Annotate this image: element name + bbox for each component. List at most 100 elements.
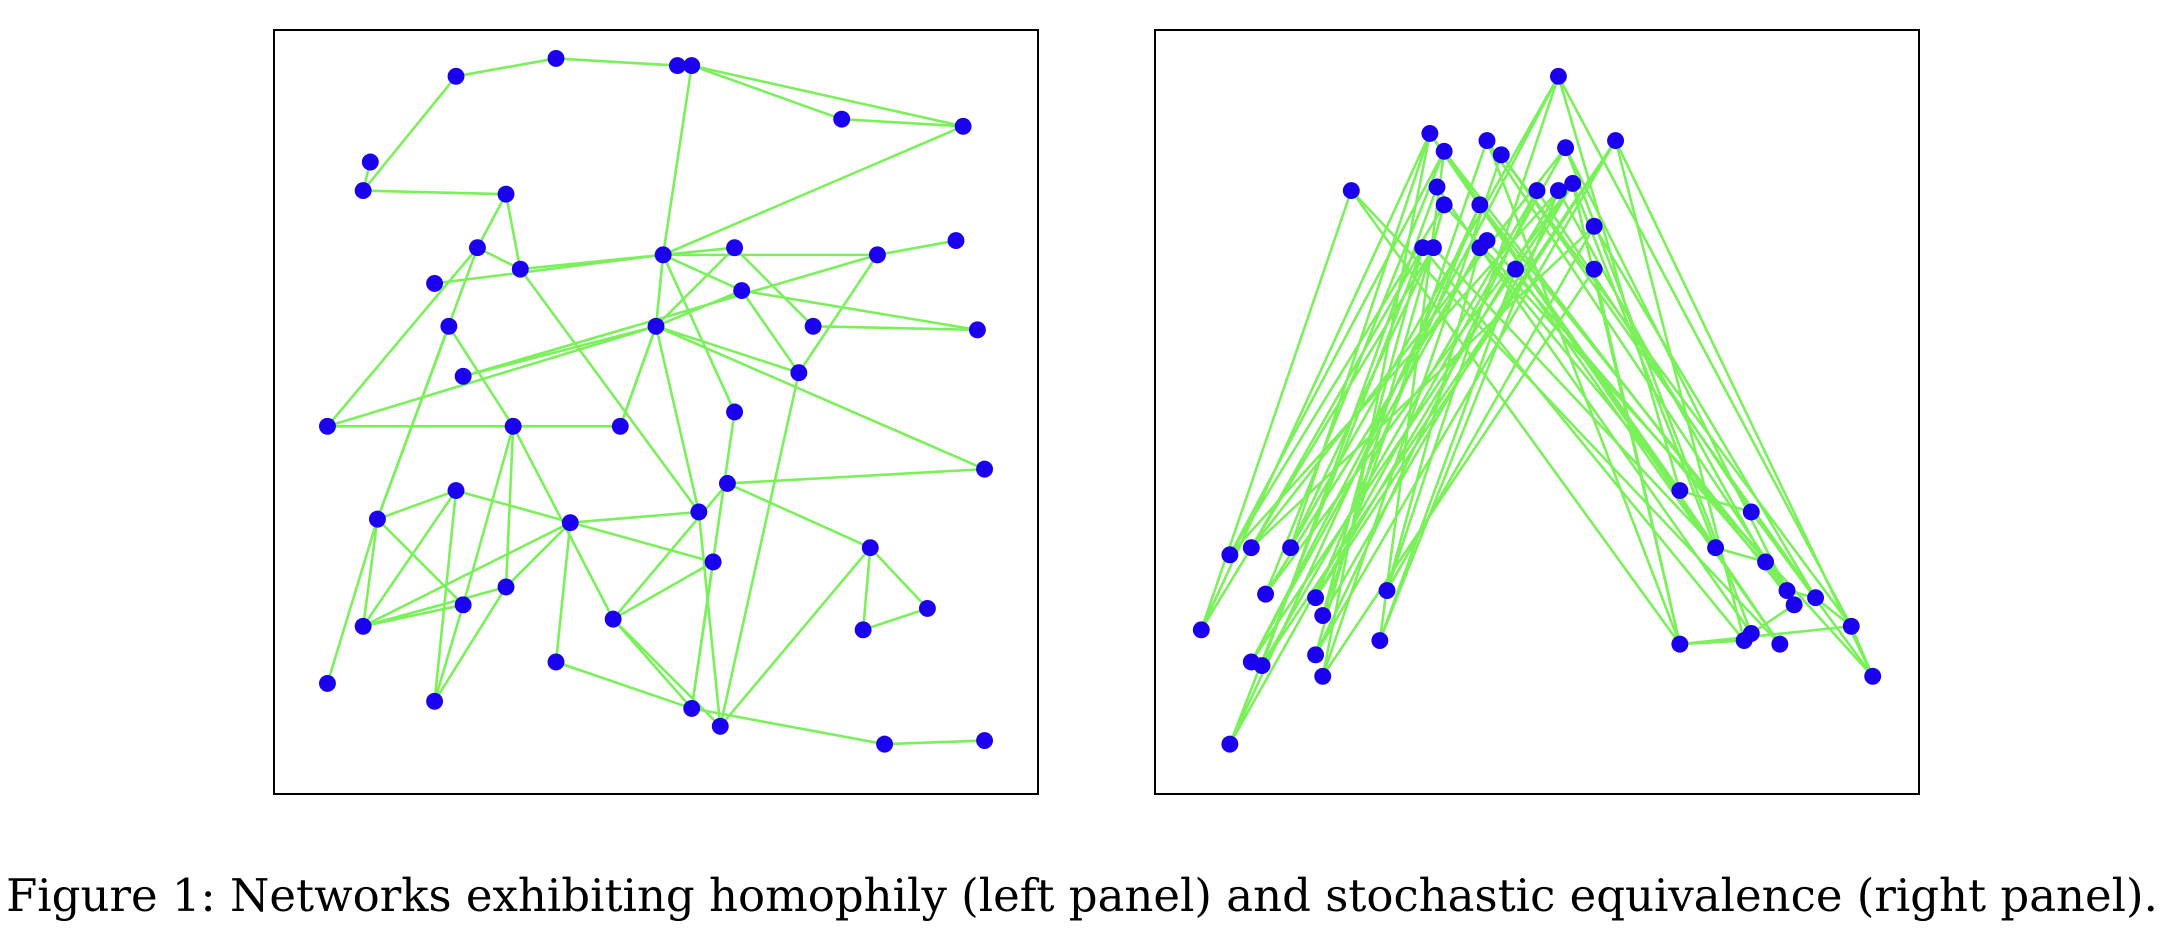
right-node-12	[1549, 182, 1567, 200]
left-node-25	[611, 417, 629, 435]
right-node-37	[1742, 503, 1760, 521]
left-node-40	[854, 621, 872, 639]
left-edge-2	[362, 75, 458, 192]
right-node-3	[1478, 132, 1496, 150]
right-network-plot	[1192, 67, 1882, 753]
left-edge-50	[433, 490, 458, 702]
left-edge-32	[654, 325, 701, 513]
left-edge-66	[697, 511, 722, 727]
left-node-28	[447, 482, 465, 500]
right-edge-27	[1321, 154, 1503, 677]
left-edge-13	[662, 125, 964, 257]
right-edge-80	[1850, 625, 1874, 677]
right-edge-41	[1228, 204, 1482, 745]
left-node-35	[497, 578, 515, 596]
right-edge-78	[1750, 603, 1795, 635]
right-edge-26	[1321, 268, 1596, 677]
right-node-2	[1435, 142, 1453, 160]
right-node-16	[1424, 239, 1442, 257]
right-node-29	[1371, 632, 1389, 650]
right-node-13	[1564, 174, 1582, 192]
right-node-45	[1771, 635, 1789, 653]
right-edge-23	[1385, 247, 1482, 591]
right-node-26	[1314, 607, 1332, 625]
left-edge-40	[447, 325, 515, 427]
right-node-33	[1314, 667, 1332, 685]
left-node-37	[604, 610, 622, 628]
left-edge-74	[884, 739, 985, 746]
left-edge-47	[362, 585, 507, 628]
left-node-17	[440, 317, 458, 335]
left-edge-60	[690, 561, 715, 709]
left-node-21	[454, 367, 472, 385]
left-edge-62	[727, 467, 985, 485]
right-node-11	[1528, 182, 1546, 200]
left-node-15	[947, 232, 965, 250]
right-node-34	[1221, 735, 1239, 753]
right-edge-43	[1557, 75, 1853, 627]
left-edge-71	[862, 607, 928, 632]
left-edge-48	[433, 586, 508, 702]
left-edge-33	[655, 325, 986, 471]
left-edge-22	[662, 253, 743, 292]
left-node-11	[426, 274, 444, 292]
left-node-30	[690, 503, 708, 521]
right-node-35	[1671, 482, 1689, 500]
left-node-10	[511, 260, 529, 278]
left-node-45	[711, 717, 729, 735]
left-node-7	[354, 182, 372, 200]
right-node-8	[1428, 178, 1446, 196]
left-edge-31	[327, 325, 657, 428]
left-node-3	[683, 57, 701, 75]
left-edge-55	[505, 521, 572, 588]
left-edge-21	[654, 254, 665, 327]
left-edge-4	[363, 189, 507, 196]
right-node-46	[1842, 617, 1860, 635]
left-node-39	[918, 599, 936, 617]
left-node-46	[876, 735, 894, 753]
figure-caption: Figure 1: Networks exhibiting homophily …	[6, 869, 2158, 922]
right-edge-7	[1200, 132, 1432, 631]
left-edge-61	[612, 560, 714, 621]
right-edge-12	[1264, 150, 1446, 595]
left-edge-27	[797, 254, 879, 374]
right-node-7	[1342, 182, 1360, 200]
right-edge-44	[1614, 140, 1874, 677]
left-edge-53	[377, 489, 457, 521]
right-edge-42	[1557, 75, 1682, 491]
left-node-47	[976, 732, 994, 750]
left-node-0	[447, 67, 465, 85]
left-nodes	[318, 49, 994, 753]
left-node-8	[497, 185, 515, 203]
right-node-44	[1742, 624, 1760, 642]
left-edge-41	[461, 425, 515, 606]
left-edge-39	[376, 325, 451, 520]
right-edge-37	[1378, 151, 1446, 641]
left-node-33	[861, 539, 879, 557]
right-edge-59	[1500, 154, 1817, 599]
right-node-39	[1778, 582, 1796, 600]
left-edge-9	[661, 65, 693, 256]
left-network-plot	[318, 49, 994, 753]
right-edge-61	[1350, 189, 1681, 645]
left-node-12	[654, 246, 672, 264]
left-edge-37	[326, 246, 479, 428]
left-node-44	[683, 699, 701, 717]
left-node-32	[561, 514, 579, 532]
right-edge-39	[1314, 204, 1446, 656]
right-edge-38	[1385, 225, 1596, 592]
right-edge-10	[1250, 247, 1424, 549]
left-edge-77	[519, 268, 700, 513]
left-edge-49	[433, 604, 465, 702]
left-edges	[326, 57, 986, 746]
right-node-9	[1435, 196, 1453, 214]
right-edge-62	[1350, 189, 1781, 646]
right-node-27	[1192, 621, 1210, 639]
right-edge-46	[1571, 182, 1717, 549]
left-edge-70	[861, 547, 872, 630]
right-node-40	[1785, 596, 1803, 614]
right-node-38	[1757, 553, 1775, 571]
left-edge-56	[570, 510, 699, 524]
left-edge-73	[691, 707, 885, 746]
right-edge-60	[1500, 154, 1853, 628]
